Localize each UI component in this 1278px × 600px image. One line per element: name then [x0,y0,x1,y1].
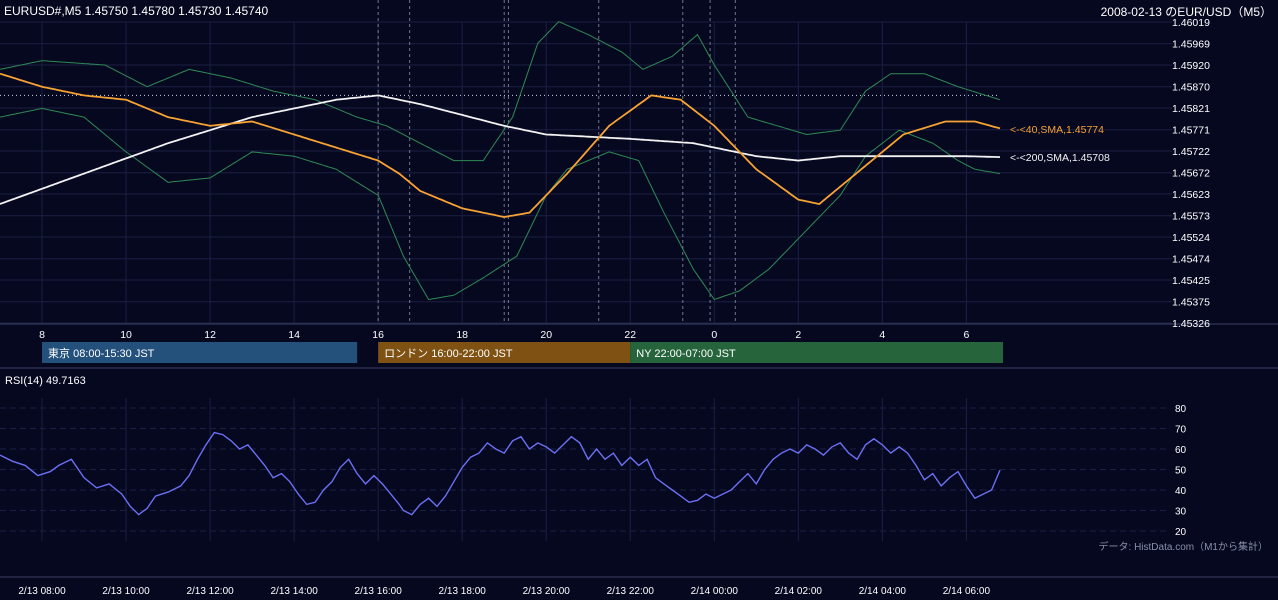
hour-tick-label: 20 [540,329,552,341]
sma200-line [0,94,1001,205]
hour-tick-label: 10 [120,329,132,341]
session-bar [630,342,1003,363]
time-tick-label: 2/13 12:00 [186,586,234,597]
rsi-tick-label: 70 [1175,425,1187,436]
bollinger-upper-line [0,21,1001,162]
hour-tick-label: 8 [39,329,45,341]
time-tick-label: 2/14 06:00 [943,586,991,597]
price-tick-label: 1.45623 [1172,189,1210,201]
time-tick-label: 2/13 10:00 [102,586,150,597]
hour-tick-label: 6 [963,329,969,341]
rsi-tick-label: 80 [1175,404,1187,415]
hour-tick-label: 0 [711,329,717,341]
session-bars: 東京 08:00-15:30 JST ロンドン 16:00-22:00 JST NY… [42,342,1003,363]
rsi-tick-label: 30 [1175,507,1187,518]
price-tick-label: 1.45524 [1172,232,1210,244]
rsi-line [0,431,1001,516]
bollinger-bands [0,21,1001,301]
time-tick-label: 2/13 18:00 [439,586,487,597]
hour-tick-label: 18 [456,329,468,341]
bollinger-lower-line [0,107,1001,301]
data-source-note: データ: HistData.com（M1から集計） [1099,540,1268,553]
time-axis: 2/13 08:00 2/13 10:00 2/13 12:00 2/13 14:00… [18,586,990,597]
time-tick-label: 2/13 08:00 [18,586,66,597]
price-tick-label: 1.45375 [1172,297,1210,309]
session-bar [378,342,631,363]
hour-axis: 8 10 12 14 16 18 20 22 0 2 4 6 [39,329,969,341]
session-label: 東京 08:00-15:30 JST [48,346,155,360]
sma200-label: <-<200,SMA,1.45708 [1010,152,1110,164]
session-label: ロンドン 16:00-22:00 JST [384,348,513,360]
time-tick-label: 2/13 20:00 [523,586,571,597]
price-tick-label: 1.45474 [1172,254,1210,266]
hour-tick-label: 4 [879,329,885,341]
date-title: 2008-02-13 のEUR/USD（M5） [1101,5,1272,19]
price-tick-label: 1.45672 [1172,168,1210,180]
time-tick-label: 2/13 14:00 [270,586,318,597]
time-tick-label: 2/13 22:00 [607,586,655,597]
price-tick-label: 1.45326 [1172,318,1210,330]
rsi-title: RSI(14) 49.7163 [5,375,86,387]
price-tick-label: 1.45425 [1172,275,1210,287]
price-tick-label: 1.45771 [1172,125,1210,137]
rsi-tick-label: 60 [1175,445,1187,456]
price-tick-label: 1.45821 [1172,103,1210,115]
hour-tick-label: 16 [372,329,384,341]
rsi-grid: 80 70 60 50 40 30 20 [0,398,1187,541]
hour-tick-label: 2 [795,329,801,341]
session-bar [42,342,358,363]
time-tick-label: 2/14 02:00 [775,586,823,597]
price-tick-label: 1.45722 [1172,146,1210,158]
moving-averages [0,72,1001,218]
price-tick-label: 1.46019 [1172,17,1210,29]
hour-tick-label: 22 [624,329,636,341]
price-tick-label: 1.45969 [1172,39,1210,51]
time-tick-label: 2/13 16:00 [355,586,403,597]
rsi-tick-label: 40 [1175,486,1187,497]
hour-tick-label: 12 [204,329,216,341]
time-tick-label: 2/14 00:00 [691,586,739,597]
price-tick-label: 1.45573 [1172,211,1210,223]
rsi-tick-label: 50 [1175,466,1187,477]
price-tick-label: 1.45870 [1172,82,1210,94]
price-tick-label: 1.45920 [1172,60,1210,72]
sma40-label: <-<40,SMA,1.45774 [1010,124,1104,136]
session-label: NY 22:00-07:00 JST [636,348,736,360]
hour-tick-label: 14 [288,329,300,341]
time-tick-label: 2/14 04:00 [859,586,907,597]
rsi-tick-label: 20 [1175,527,1187,538]
price-axis: 1.46019 1.45969 1.45920 1.45870 1.45821 1.457… [1172,17,1210,330]
symbol-info: EURUSD#,M5 1.45750 1.45780 1.45730 1.457… [4,4,269,18]
rsi-panel [0,431,1001,516]
sma40-line [0,72,1001,218]
